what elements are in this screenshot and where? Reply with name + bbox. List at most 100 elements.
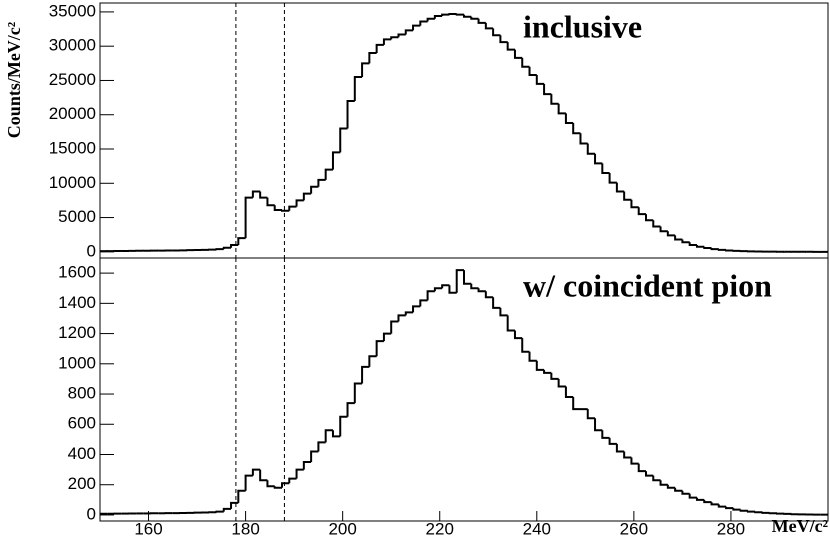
histogram-bin: [390, 36, 399, 40]
histogram-bin: [230, 243, 239, 248]
histogram-bin: [455, 269, 464, 293]
histogram-bin: [251, 190, 261, 198]
histogram-bin: [550, 372, 559, 380]
histogram-bin: [710, 248, 719, 251]
histogram-bin: [288, 477, 297, 484]
histogram-bin: [317, 441, 326, 452]
histogram-bin: [448, 285, 457, 294]
histogram-bin: [601, 430, 610, 439]
histogram-bin: [331, 430, 341, 438]
histogram-bin: [288, 205, 297, 211]
histogram-bin: [412, 24, 421, 31]
histogram-bin: [739, 509, 748, 512]
x-tick-label: 200: [328, 519, 356, 537]
panel-title: inclusive: [523, 8, 642, 44]
y-tick-label: 800: [68, 384, 96, 403]
histogram-bin: [615, 182, 625, 193]
histogram-bin: [244, 196, 253, 239]
histogram-bin: [331, 151, 341, 170]
histogram-bin: [463, 14, 472, 18]
histogram-bin: [594, 418, 603, 432]
histogram-bin: [317, 178, 326, 187]
histogram-bin: [433, 15, 443, 19]
histogram-bin: [528, 66, 537, 76]
histogram-bin: [761, 511, 770, 514]
y-tick-label: 400: [68, 444, 96, 463]
histogram-bin: [244, 474, 253, 491]
histogram-bin: [404, 311, 414, 316]
x-tick-label: 240: [523, 519, 551, 537]
x-tick-label: 280: [717, 519, 745, 537]
histogram-bin: [579, 133, 588, 145]
histogram-bin: [710, 502, 719, 506]
histogram-bin: [674, 235, 683, 241]
histogram-bin: [725, 506, 734, 510]
histogram-bin: [492, 297, 501, 309]
histogram-bin: [237, 489, 246, 503]
histogram-bin: [564, 113, 574, 124]
histogram-bin: [324, 429, 333, 443]
histogram-bin: [681, 490, 690, 495]
histogram-bin: [637, 207, 646, 216]
histogram-bin: [419, 20, 428, 26]
histogram-bin: [725, 249, 734, 252]
y-tick-label: 1000: [58, 353, 96, 372]
histogram-bin: [441, 284, 450, 289]
histogram-bin: [557, 378, 566, 388]
histogram-bin: [717, 504, 727, 508]
histogram-bin: [477, 18, 486, 24]
histogram-bin: [281, 482, 290, 488]
y-tick-label: 20000: [49, 104, 96, 123]
histogram-bin: [419, 299, 428, 307]
histogram-bin: [601, 163, 610, 174]
histogram-bin: [688, 242, 697, 246]
histogram-bin: [652, 220, 661, 228]
x-axis-label: MeV/c²: [772, 516, 828, 536]
histogram-bin: [397, 314, 406, 322]
histogram-bin: [361, 62, 370, 78]
histogram-bin: [266, 197, 275, 207]
y-tick-label: 1400: [58, 293, 96, 312]
histogram-bin: [477, 288, 486, 293]
histogram-bin: [470, 16, 479, 20]
histogram-bin: [543, 369, 552, 374]
histogram-bin: [535, 74, 545, 85]
histogram-bin: [652, 475, 661, 482]
y-tick-label: 200: [68, 474, 96, 493]
plot-frame: [99, 257, 829, 522]
histogram-bin: [484, 22, 494, 30]
histogram-bin: [659, 480, 668, 486]
histogram-bin: [746, 510, 756, 513]
histogram-bin: [674, 487, 683, 492]
histogram-bin: [703, 499, 712, 504]
histogram-bin: [302, 192, 312, 201]
y-axis-label: Counts/MeV/c²: [4, 22, 24, 138]
histogram-bin: [455, 13, 464, 16]
histogram-bin: [222, 246, 232, 250]
histogram-bin: [645, 471, 654, 477]
histogram-bin: [448, 12, 457, 15]
histogram-bin: [594, 153, 603, 165]
histogram-bin: [426, 17, 435, 22]
y-tick-label: 600: [68, 414, 96, 433]
histogram-bin: [259, 191, 268, 199]
histogram-bin: [382, 332, 392, 342]
histogram-bin: [310, 185, 319, 194]
histogram-bin: [302, 461, 312, 470]
histogram-bin: [266, 480, 275, 488]
y-tick-label: 5000: [58, 207, 96, 226]
histogram-bin: [608, 437, 617, 445]
histogram-bin: [470, 283, 479, 290]
x-tick-label: 160: [134, 519, 162, 537]
histogram-bin: [695, 244, 705, 248]
plot-frame: [99, 2, 829, 259]
histogram-bin: [572, 397, 581, 411]
histogram-bin: [535, 360, 545, 371]
histogram-bin: [412, 305, 421, 313]
histogram-bin: [645, 214, 654, 222]
histogram-bin: [717, 248, 727, 251]
histogram-bin: [390, 320, 399, 334]
histogram-bin: [666, 484, 676, 489]
histogram-bin: [353, 382, 363, 404]
